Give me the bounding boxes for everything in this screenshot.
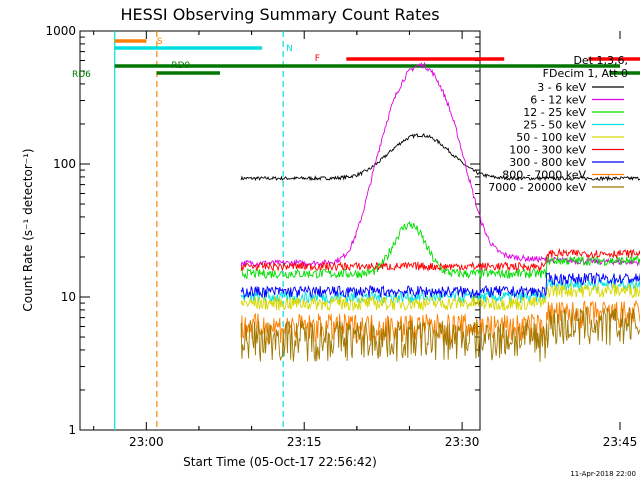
plot-frame	[79, 30, 481, 431]
legend-header-decimation: FDecim 1, Att 0	[543, 67, 628, 80]
y-axis-ticks: 1 10 100 1000	[45, 24, 480, 437]
y-axis-label: Count Rate (s⁻¹ detector⁻¹)	[21, 148, 35, 311]
flag-label: S	[157, 37, 163, 47]
legend-entry-label: 800 - 7000 keV	[502, 169, 586, 182]
y-tick-label: 100	[53, 157, 76, 171]
legend-entry-label: 7000 - 20000 keV	[488, 181, 586, 194]
x-tick-label: 23:45	[603, 435, 638, 449]
chart-title: HESSI Observing Summary Count Rates	[120, 5, 439, 24]
count-rate-series	[240, 61, 640, 362]
series-line-50-100keV	[240, 282, 640, 312]
y-tick-label: 1	[68, 423, 76, 437]
legend-entry-label: 50 - 100 keV	[516, 131, 586, 144]
observing-flags: S N F RD9 RD6	[72, 37, 640, 80]
x-axis-label: Start Time (05-Oct-17 22:56:42)	[183, 455, 377, 469]
x-tick-label: 23:15	[287, 435, 322, 449]
series-line-12-25keV	[241, 220, 640, 280]
legend-entry-label: 3 - 6 keV	[537, 81, 586, 94]
mode-vertical-lines	[114, 31, 284, 430]
series-line-100-300keV	[240, 247, 640, 273]
y-tick-label: 10	[61, 290, 76, 304]
series-line-6-12keV	[240, 61, 640, 268]
legend-entry-label: 6 - 12 keV	[530, 94, 586, 107]
legend-entry-label: 25 - 50 keV	[523, 119, 586, 132]
y-tick-label: 1000	[45, 24, 76, 38]
series-line-3-6keV	[240, 133, 640, 182]
footer-timestamp: 11-Apr-2018 22:00	[570, 470, 636, 478]
legend-entry-label: 300 - 800 keV	[509, 156, 586, 169]
flag-label: F	[315, 54, 320, 64]
legend-header-detectors: Det 1,3,6,	[573, 54, 628, 67]
flag-label: RD9	[171, 61, 190, 71]
x-tick-label: 23:30	[445, 435, 480, 449]
series-line-7000-20000keV	[240, 306, 640, 362]
flag-label: N	[286, 44, 293, 54]
legend-entry-label: 12 - 25 keV	[523, 106, 586, 119]
series-line-300-800keV	[240, 271, 640, 299]
x-tick-label: 23:00	[129, 435, 164, 449]
legend-entry-label: 100 - 300 keV	[509, 144, 586, 157]
flag-label: RD6	[72, 70, 91, 80]
